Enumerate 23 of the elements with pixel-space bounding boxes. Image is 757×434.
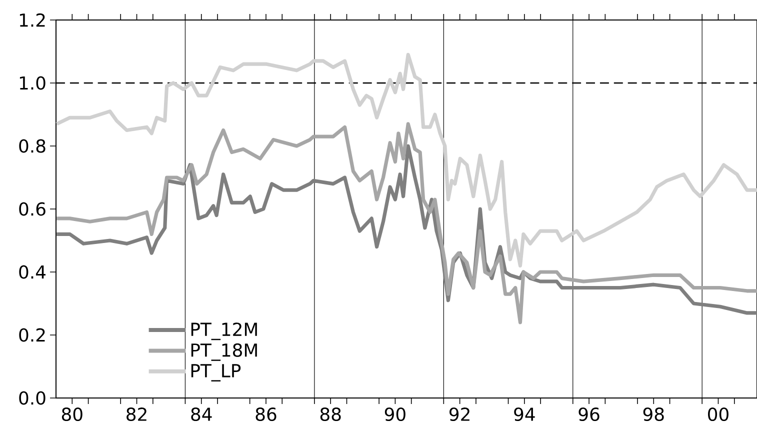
y-tick-label: 1.2 <box>20 13 45 27</box>
x-tick-label: 92 <box>450 407 470 422</box>
legend-label: PT_LP <box>191 364 241 382</box>
y-tick-label: 0.8 <box>19 139 46 153</box>
x-tick-label: 94 <box>514 407 535 422</box>
line-series <box>54 52 757 268</box>
legend-label: PT_18M <box>191 343 257 361</box>
y-tick-label: 0.4 <box>19 265 46 279</box>
x-tick-label: 96 <box>578 407 600 422</box>
x-tick-label: 84 <box>191 407 212 422</box>
y-tick-label: 0.0 <box>19 391 46 405</box>
y-tick-label: 0.2 <box>19 328 45 342</box>
x-tick-label: 90 <box>384 407 406 422</box>
x-tick-label: 98 <box>643 407 664 422</box>
line-series <box>54 122 757 324</box>
x-tick-label: 82 <box>126 407 146 422</box>
y-tick-label: 1.0 <box>20 76 46 90</box>
y-tick-label: 0.6 <box>19 202 46 216</box>
x-tick-label: 88 <box>320 407 341 422</box>
x-tick-label: 00 <box>708 407 728 422</box>
x-tick-label: 86 <box>256 407 276 422</box>
legend-label: PT_12M <box>191 322 257 340</box>
x-tick-label: 80 <box>62 407 82 422</box>
